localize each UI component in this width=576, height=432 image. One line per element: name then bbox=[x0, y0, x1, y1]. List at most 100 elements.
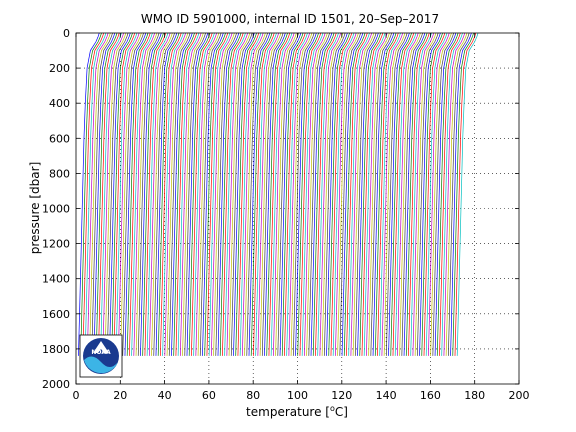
profile-line bbox=[122, 33, 144, 356]
profile-line bbox=[410, 33, 432, 356]
profile-line bbox=[115, 33, 138, 356]
profile-line bbox=[288, 33, 311, 356]
profile-line bbox=[102, 33, 124, 356]
x-tick-label: 60 bbox=[202, 389, 216, 402]
profile-line bbox=[117, 33, 140, 356]
profile-line bbox=[447, 33, 470, 356]
profile-line bbox=[148, 33, 171, 356]
profile-line bbox=[326, 33, 348, 356]
profile-line bbox=[135, 33, 158, 356]
profile-line bbox=[206, 33, 229, 356]
chart-title: WMO ID 5901000, internal ID 1501, 20–Sep… bbox=[141, 12, 439, 26]
profile-line bbox=[452, 33, 474, 356]
profile-line bbox=[304, 33, 326, 356]
profile-line bbox=[297, 33, 319, 356]
profile-line bbox=[182, 33, 204, 356]
noaa-logo-icon: NOAA bbox=[83, 338, 119, 374]
profile-line bbox=[255, 33, 277, 356]
grid bbox=[76, 33, 519, 384]
profile-line bbox=[428, 33, 450, 356]
profile-line bbox=[106, 33, 129, 356]
profile-line bbox=[120, 33, 142, 356]
profile-line bbox=[153, 33, 175, 356]
profile-line bbox=[171, 33, 193, 356]
profile-line bbox=[430, 33, 452, 356]
profile-line bbox=[246, 33, 268, 356]
profile-line bbox=[177, 33, 200, 356]
profile-line bbox=[354, 33, 377, 356]
x-tick-label: 0 bbox=[73, 389, 80, 402]
profile-line bbox=[323, 33, 346, 356]
profile-line bbox=[166, 33, 189, 356]
profile-line bbox=[346, 33, 368, 356]
x-tick-label: 180 bbox=[464, 389, 485, 402]
profile-line bbox=[226, 33, 248, 356]
profile-line bbox=[213, 33, 235, 356]
profile-line bbox=[434, 33, 457, 356]
profile-line bbox=[439, 33, 461, 356]
profile-line bbox=[84, 33, 107, 356]
profile-line bbox=[129, 33, 151, 356]
profile-line bbox=[419, 33, 441, 356]
profile-line bbox=[179, 33, 202, 356]
profile-line bbox=[91, 33, 113, 356]
profile-line bbox=[273, 33, 295, 356]
profile-line bbox=[295, 33, 317, 356]
profile-line bbox=[104, 33, 127, 356]
profile-line bbox=[175, 33, 198, 356]
profile-line bbox=[372, 33, 395, 356]
profile-line bbox=[204, 33, 226, 356]
profile-line bbox=[292, 33, 315, 356]
y-tick-label: 800 bbox=[49, 167, 70, 180]
profile-line bbox=[308, 33, 330, 356]
profile-line bbox=[416, 33, 439, 356]
profile-line bbox=[164, 33, 186, 356]
profile-line bbox=[284, 33, 306, 356]
profile-line bbox=[337, 33, 359, 356]
profile-line bbox=[78, 33, 100, 356]
profile-line bbox=[299, 33, 322, 356]
profile-line bbox=[142, 33, 164, 356]
profile-line bbox=[228, 33, 251, 356]
profile-line bbox=[266, 33, 288, 356]
profile-line bbox=[335, 33, 357, 356]
profile-line bbox=[363, 33, 386, 356]
profile-line bbox=[403, 33, 426, 356]
profile-line bbox=[412, 33, 435, 356]
profile-line bbox=[173, 33, 195, 356]
profile-line bbox=[330, 33, 353, 356]
profile-line bbox=[279, 33, 302, 356]
profile-line bbox=[270, 33, 293, 356]
profile-line bbox=[264, 33, 286, 356]
profile-line bbox=[248, 33, 271, 356]
profile-line bbox=[162, 33, 184, 356]
profile-line bbox=[423, 33, 446, 356]
x-tick-label: 160 bbox=[420, 389, 441, 402]
profile-line bbox=[191, 33, 213, 356]
profile-line bbox=[155, 33, 178, 356]
profile-line bbox=[230, 33, 253, 356]
profile-line bbox=[197, 33, 220, 356]
profile-line bbox=[397, 33, 419, 356]
y-tick-label: 1400 bbox=[42, 273, 70, 286]
profile-line bbox=[368, 33, 390, 356]
profile-line bbox=[146, 33, 169, 356]
profile-line bbox=[408, 33, 430, 356]
profile-line bbox=[168, 33, 191, 356]
profile-line bbox=[224, 33, 246, 356]
profile-line bbox=[277, 33, 299, 356]
profile-line bbox=[377, 33, 399, 356]
profile-line bbox=[319, 33, 342, 356]
profile-line bbox=[195, 33, 217, 356]
y-tick-label: 1600 bbox=[42, 308, 70, 321]
profile-line bbox=[392, 33, 415, 356]
profile-line bbox=[89, 33, 111, 356]
profile-line bbox=[301, 33, 324, 356]
y-tick-label: 400 bbox=[49, 97, 70, 110]
profile-line bbox=[399, 33, 421, 356]
profile-line bbox=[259, 33, 282, 356]
y-tick-label: 1800 bbox=[42, 343, 70, 356]
profile-line bbox=[219, 33, 242, 356]
profile-line bbox=[348, 33, 370, 356]
profile-line bbox=[100, 33, 122, 356]
